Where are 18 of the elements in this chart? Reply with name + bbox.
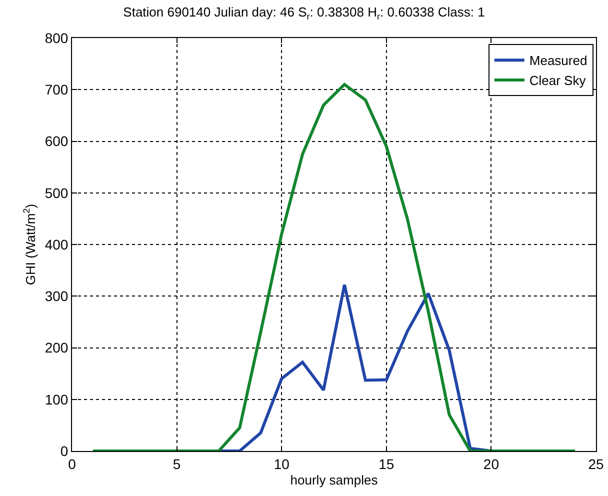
y-tick-label: 600 (44, 133, 68, 150)
legend-label: Clear Sky (529, 73, 586, 88)
x-tick-label: 15 (378, 456, 394, 472)
x-tick-label: 5 (172, 456, 181, 472)
x-tick-label: 25 (588, 456, 604, 472)
y-tick-label: 300 (44, 288, 68, 304)
x-tick-label: 10 (274, 456, 290, 472)
y-tick-label: 400 (44, 236, 68, 252)
legend-label: Measured (529, 53, 588, 68)
y-tick-label: 500 (44, 184, 68, 201)
y-tick-label: 0 (60, 442, 68, 459)
y-tick-label: 700 (44, 82, 68, 98)
y-tick-label: 800 (44, 30, 68, 46)
y-tick-label: 100 (44, 391, 68, 408)
chart-title: Station 690140 Julian day: 46 S$_{r}$: 0.38308 H$_{r}$: 0.60338 Class: 1 (123, 4, 485, 22)
x-tick-label: 20 (483, 456, 500, 472)
y-tick-label: 200 (44, 340, 68, 356)
x-axis-title: hourly samples (290, 472, 378, 488)
